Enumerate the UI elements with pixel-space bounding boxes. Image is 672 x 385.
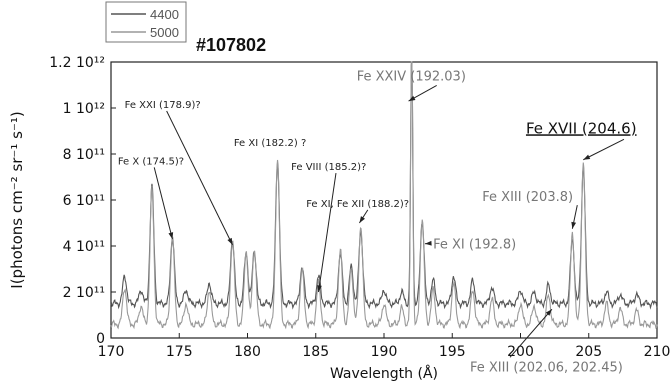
y-axis: 0 2 10¹¹ 4 10¹¹ 6 10¹¹ 8 10¹¹ 1 10¹² 1.2 10¹² bbox=[49, 55, 116, 347]
annotation-arrow-line bbox=[583, 138, 625, 161]
series-line-5000 bbox=[110, 61, 658, 330]
annotation-label: Fe XXI (178.9)? bbox=[125, 100, 201, 111]
x-tick-label: 175 bbox=[166, 344, 193, 360]
annotation-label: Fe XI (192.8) bbox=[433, 237, 516, 252]
x-tick-label: 190 bbox=[371, 344, 398, 360]
shot-number-label: #107802 bbox=[196, 35, 266, 55]
legend-label-5000: 5000 bbox=[150, 25, 179, 40]
x-tick-label: 185 bbox=[302, 344, 329, 360]
annotation-label: Fe XVII (204.6) bbox=[526, 119, 637, 137]
x-tick-label: 195 bbox=[439, 344, 466, 360]
x-tick-label: 180 bbox=[234, 344, 261, 360]
annotation-label: Fe XXIV (192.03) bbox=[357, 69, 466, 84]
y-tick-label: 1.2 10¹² bbox=[49, 55, 105, 71]
annotation-label: Fe XI, Fe XII (188.2)? bbox=[306, 199, 409, 210]
annotation-arrow-head bbox=[168, 232, 174, 240]
annotation-arrow-head bbox=[227, 237, 233, 245]
y-axis-title: I(photons cm⁻² sr⁻¹ s⁻¹) bbox=[8, 111, 26, 288]
series-layer bbox=[110, 61, 658, 330]
annotation-arrow-line bbox=[153, 167, 173, 240]
y-tick-label: 1 10¹² bbox=[63, 101, 105, 117]
annotation-label: Fe XI (182.2) ? bbox=[234, 138, 306, 149]
annotation-label: Fe XIII (203.8) bbox=[482, 190, 573, 205]
x-tick-label: 210 bbox=[644, 344, 671, 360]
annotation-arrow-head bbox=[359, 216, 365, 223]
annotation-arrow-line bbox=[317, 173, 337, 293]
series-line-4400 bbox=[110, 61, 658, 310]
annotation-label: Fe X (174.5)? bbox=[118, 156, 184, 167]
y-tick-label: 6 10¹¹ bbox=[63, 193, 105, 209]
legend-label-4400: 4400 bbox=[150, 7, 179, 22]
annotation-arrow-line bbox=[509, 308, 553, 358]
annotation-arrow-head bbox=[408, 95, 416, 102]
y-tick-label: 8 10¹¹ bbox=[63, 147, 105, 163]
annotation-arrow-head bbox=[545, 309, 552, 316]
annotation-label: Fe VIII (185.2)? bbox=[291, 162, 366, 173]
legend: 4400 5000 bbox=[105, 1, 187, 43]
annotation-arrow-head bbox=[424, 240, 432, 246]
x-tick-label: 205 bbox=[575, 344, 602, 360]
annotation-arrow-head bbox=[571, 221, 577, 229]
x-tick-label: 200 bbox=[507, 344, 534, 360]
y-tick-label: 2 10¹¹ bbox=[63, 285, 105, 301]
annotation-arrow-line bbox=[166, 110, 233, 246]
legend-box bbox=[105, 1, 187, 43]
x-axis: 170 175 180 185 190 195 200 205 210 bbox=[98, 333, 671, 360]
annotation-layer: Fe XXIV (192.03) Fe XXI (178.9)? Fe X (174… bbox=[118, 69, 637, 375]
x-tick-label: 170 bbox=[98, 344, 125, 360]
annotation-arrow-head bbox=[583, 154, 591, 160]
x-axis-title: Wavelength (Å) bbox=[330, 365, 438, 382]
annotation-label: Fe XIII (202.06, 202.45) bbox=[470, 360, 623, 375]
annotation-arrow-head bbox=[317, 285, 322, 292]
y-tick-label: 4 10¹¹ bbox=[63, 239, 105, 255]
y-tick-label: 0 bbox=[96, 331, 105, 347]
